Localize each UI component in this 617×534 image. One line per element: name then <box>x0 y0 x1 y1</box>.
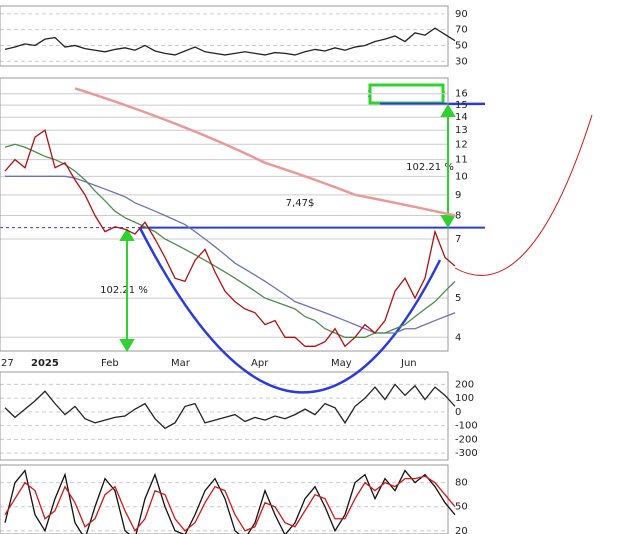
y-tick-label: 50 <box>455 502 468 513</box>
series-line <box>4 27 456 56</box>
y-tick-label: 14 <box>455 112 468 123</box>
y-tick-label: 30 <box>455 56 468 67</box>
series-line <box>4 383 456 430</box>
y-tick-label: 9 <box>455 190 461 201</box>
y-tick-label: 16 <box>455 89 468 100</box>
y-tick-label: 12 <box>455 139 468 150</box>
x-tick-label: Apr <box>251 358 269 369</box>
panel-frame <box>0 77 449 352</box>
y-tick-label: -200 <box>455 434 478 445</box>
series-line <box>4 143 456 338</box>
x-tick-label: Mar <box>171 358 191 369</box>
series-line <box>4 129 456 348</box>
y-tick-label: 10 <box>455 171 468 182</box>
series-line <box>4 469 456 534</box>
x-tick-label: Feb <box>101 358 119 369</box>
y-tick-label: 0 <box>455 407 461 418</box>
panel-frame <box>0 5 449 67</box>
series-line <box>5 175 456 334</box>
y-tick-label: 90 <box>455 9 468 20</box>
y-tick-label: 15 <box>455 100 468 111</box>
x-tick-label: 2025 <box>31 358 59 369</box>
y-tick-label: 11 <box>455 155 468 166</box>
y-tick-label: 80 <box>455 478 468 489</box>
arrows <box>119 104 456 352</box>
y-tick-label: 100 <box>455 393 474 404</box>
y-tick-label: 20 <box>455 526 468 534</box>
level-label: 7,47$ <box>286 198 315 209</box>
panel-frame <box>0 371 449 461</box>
y-tick-label: -300 <box>455 448 478 459</box>
series-line <box>74 87 456 217</box>
annotation: 102.21 % <box>100 285 148 296</box>
y-tick-label: 70 <box>455 25 468 36</box>
y-tick-label: 13 <box>455 125 468 136</box>
y-tick-label: 7 <box>455 234 461 245</box>
y-tick-label: 50 <box>455 40 468 51</box>
x-tick-label: Jun <box>400 358 417 369</box>
x-tick-label: 27 <box>1 358 14 369</box>
y-tick-label: -100 <box>455 421 478 432</box>
y-tick-label: 4 <box>455 332 461 343</box>
x-tick-label: May <box>331 358 352 369</box>
projection-curve <box>454 114 593 276</box>
series-line <box>4 475 456 532</box>
panel-frame <box>0 464 449 534</box>
y-tick-label: 5 <box>455 293 461 304</box>
y-tick-label: 200 <box>455 379 474 390</box>
y-tick-label: 8 <box>455 211 461 222</box>
annotation: 102.21 % <box>406 162 454 173</box>
